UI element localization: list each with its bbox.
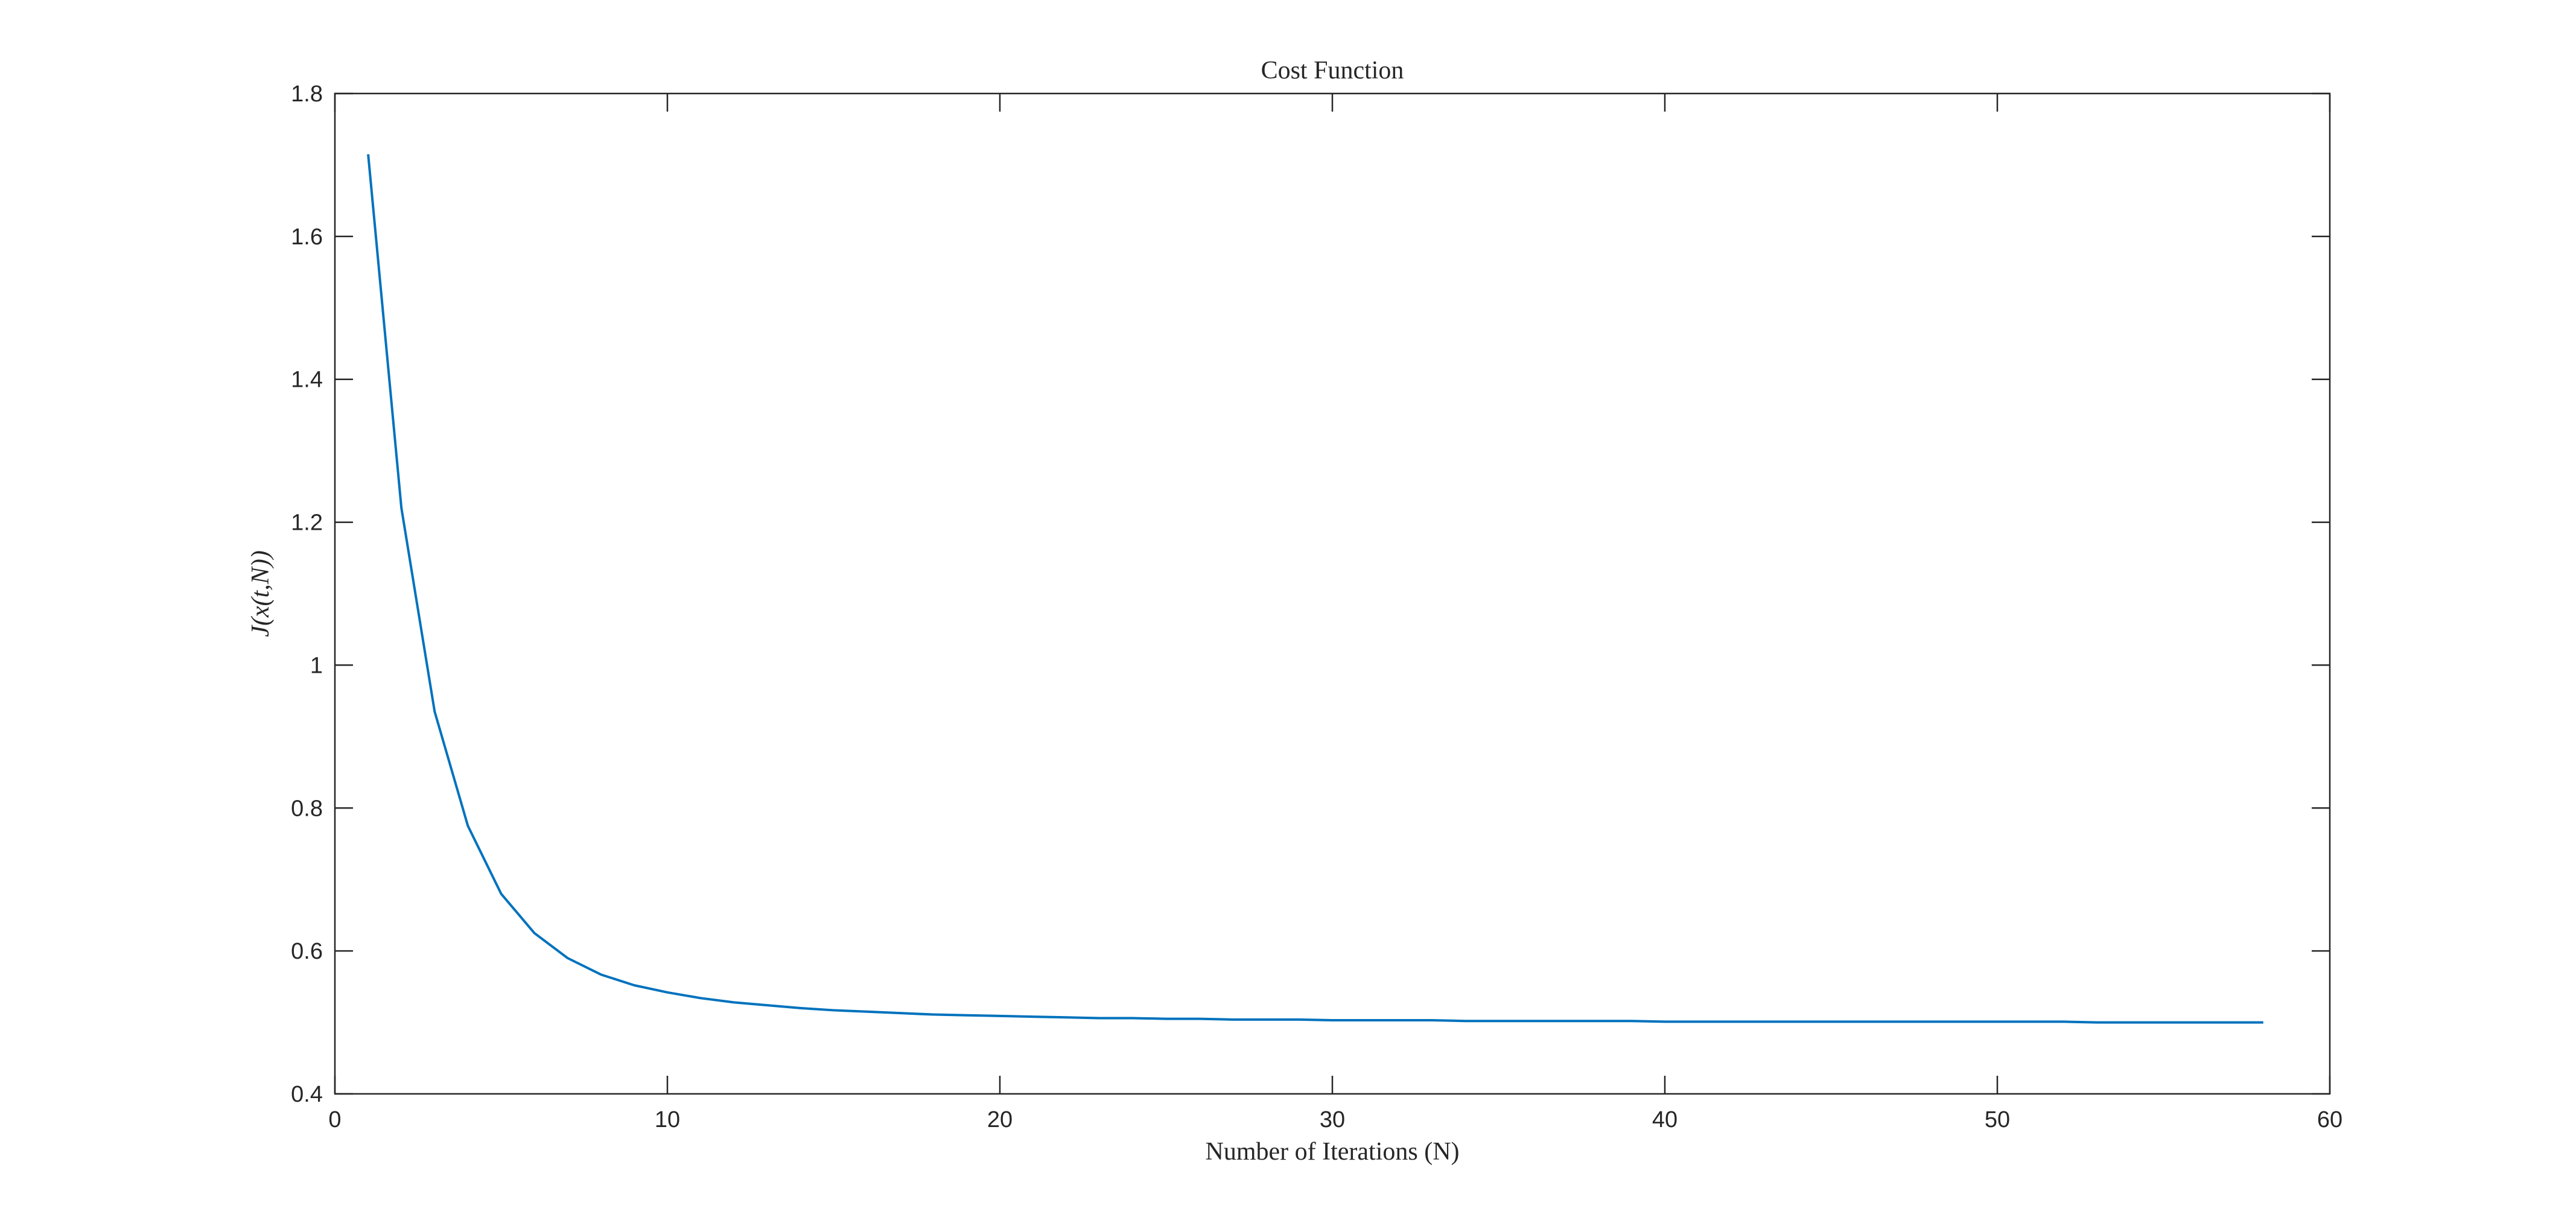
y-tick-label: 0.4 <box>291 1082 323 1107</box>
x-tick-label: 20 <box>987 1107 1013 1132</box>
y-tick-label: 1.8 <box>291 81 323 107</box>
axes-box <box>334 92 2331 1095</box>
y-axis-label: J(x(t,N)) <box>247 550 275 637</box>
y-tick-label: 1.2 <box>291 510 323 536</box>
y-tick-label: 0.6 <box>291 939 323 964</box>
chart-title: Cost Function <box>1261 57 1404 84</box>
y-tick-label: 1.6 <box>291 224 323 250</box>
y-tick-label: 0.8 <box>291 796 323 821</box>
data-line <box>367 154 2263 1024</box>
x-tick-label: 10 <box>655 1107 680 1132</box>
x-tick-label: 0 <box>328 1107 341 1132</box>
x-tick-label: 60 <box>2317 1107 2342 1132</box>
x-tick-label: 40 <box>1652 1107 1678 1132</box>
x-tick-label: 30 <box>1320 1107 1345 1132</box>
x-tick-label: 50 <box>1985 1107 2010 1132</box>
y-tick-label: 1.4 <box>291 367 323 393</box>
x-axis-label: Number of Iterations (N) <box>1205 1138 1459 1166</box>
y-tick-label: 1 <box>310 653 323 678</box>
